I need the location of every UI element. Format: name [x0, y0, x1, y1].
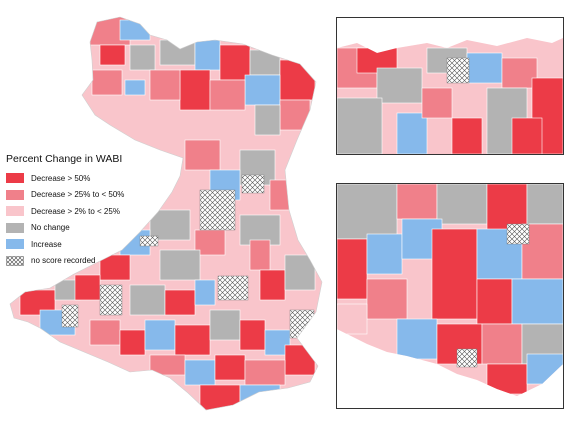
- legend-item-decrease-over-50: Decrease > 50%: [6, 170, 156, 187]
- legend-swatch: [6, 222, 24, 233]
- legend-item-no-change: No change: [6, 220, 156, 237]
- legend-swatch: [6, 239, 24, 250]
- legend-item-increase: Increase: [6, 236, 156, 253]
- legend-label: Decrease > 2% to < 25%: [31, 206, 120, 216]
- legend-swatch: [6, 173, 24, 184]
- map-legend: Percent Change in WABI Decrease > 50% De…: [6, 153, 156, 269]
- legend-item-no-score: no score recorded: [6, 253, 156, 270]
- legend-swatch: [6, 206, 24, 217]
- legend-label: no score recorded: [31, 256, 96, 266]
- legend-swatch-hatched: [6, 256, 24, 266]
- legend-item-decrease-2-25: Decrease > 2% to < 25%: [6, 203, 156, 220]
- legend-swatch: [6, 189, 24, 200]
- wales-choropleth-map: [9, 16, 323, 411]
- legend-label: Increase: [31, 239, 62, 249]
- inset-map-south-east: [336, 183, 564, 409]
- legend-label: Decrease > 50%: [31, 173, 91, 183]
- legend-item-decrease-25-50: Decrease > 25% to < 50%: [6, 187, 156, 204]
- legend-label: Decrease > 25% to < 50%: [31, 190, 125, 200]
- legend-title: Percent Change in WABI: [6, 153, 123, 165]
- legend-label: No change: [31, 223, 70, 233]
- inset-map-north-east: [336, 17, 564, 155]
